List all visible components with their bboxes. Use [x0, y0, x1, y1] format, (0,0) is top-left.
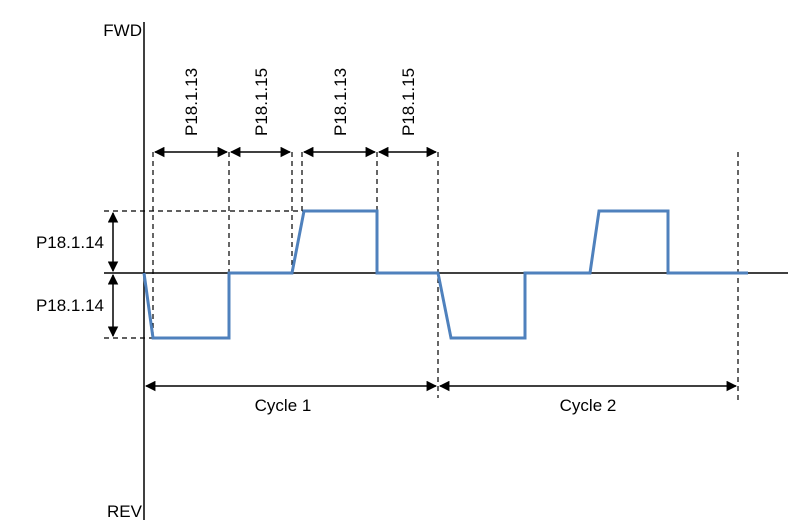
rev-label: REV [107, 502, 143, 520]
label-cycle-2: Cycle 2 [560, 396, 617, 415]
label-p15-second: P18.1.15 [399, 68, 418, 136]
label-p15-first: P18.1.15 [252, 68, 271, 136]
label-p13-first: P18.1.13 [182, 68, 201, 136]
waveform-line [142, 209, 748, 340]
label-amplitude-upper: P18.1.14 [36, 233, 104, 252]
label-p13-second: P18.1.13 [331, 68, 350, 136]
label-cycle-1: Cycle 1 [255, 396, 312, 415]
vertical-guides [152, 152, 739, 402]
label-amplitude-lower: P18.1.14 [36, 296, 104, 315]
fwd-label: FWD [103, 21, 142, 40]
amplitude-guides [104, 210, 305, 339]
